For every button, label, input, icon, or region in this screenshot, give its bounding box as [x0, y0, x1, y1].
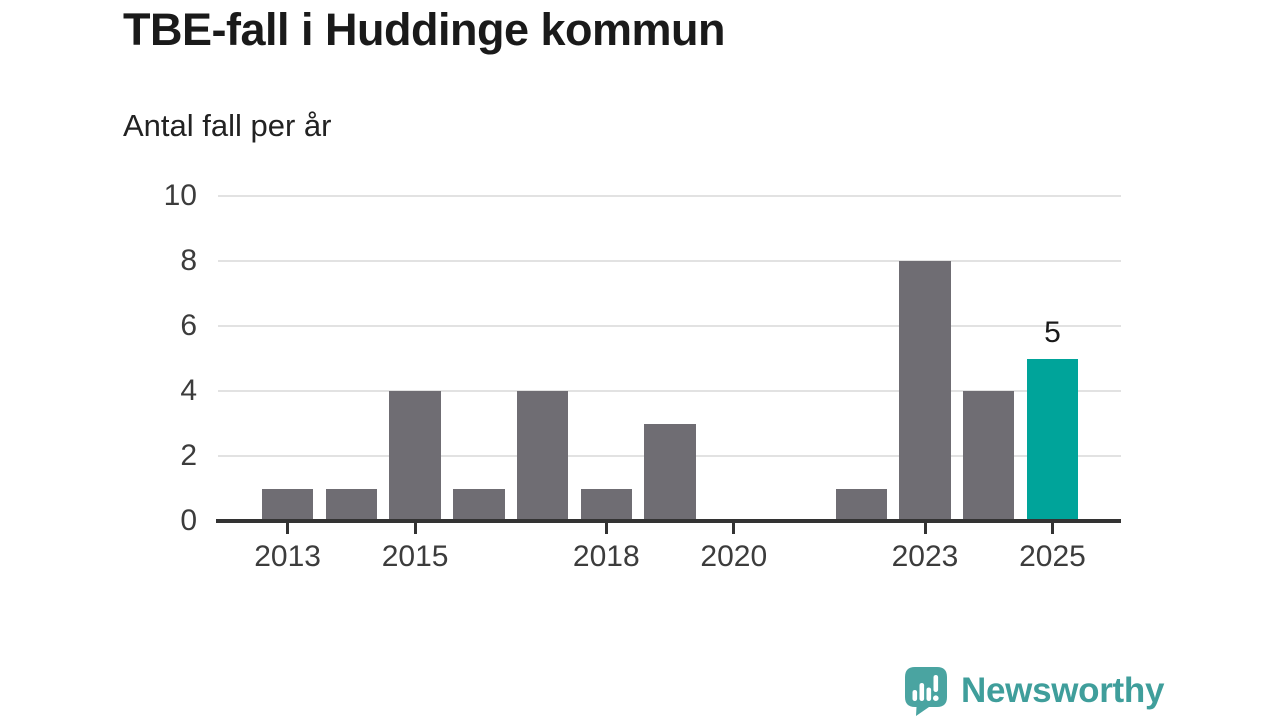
x-tick-label: 2023 [891, 540, 959, 573]
gridline [218, 325, 1121, 327]
x-tick-label: 2025 [1019, 540, 1086, 573]
y-axis-label: 2 [180, 439, 197, 472]
x-tick [413, 523, 417, 534]
x-tick [923, 523, 927, 534]
y-axis-label: 10 [163, 179, 197, 212]
gridline [218, 260, 1121, 262]
newsworthy-attribution: Newsworthy [903, 666, 1164, 716]
x-tick [732, 523, 736, 534]
x-tick-label: 2020 [700, 540, 768, 573]
x-tick [286, 523, 290, 534]
chart-title: TBE-fall i Huddinge kommun [123, 4, 726, 55]
bar-2017 [516, 391, 569, 521]
x-tick [604, 523, 608, 534]
newsworthy-logo-text: Newsworthy [961, 671, 1165, 710]
gridline [218, 195, 1121, 197]
bar-2013 [261, 488, 314, 521]
y-axis-label: 4 [180, 374, 197, 407]
x-tick-label: 2015 [381, 540, 449, 573]
bar-2014 [325, 488, 378, 521]
x-axis-line [216, 519, 1121, 523]
bar-2023 [899, 261, 951, 521]
bar-2018 [580, 488, 633, 521]
x-tick-label: 2018 [572, 540, 640, 573]
x-tick [1050, 523, 1054, 534]
bar-2022 [835, 488, 887, 521]
bar-2016 [453, 488, 505, 521]
y-axis-label: 6 [180, 309, 197, 342]
bar-2024 [962, 391, 1015, 521]
gridline [218, 390, 1121, 392]
x-tick-label: 2013 [254, 540, 321, 573]
newsworthy-logo-icon [905, 667, 947, 716]
y-axis-label: 0 [180, 504, 197, 537]
bar-2025 [1026, 358, 1079, 521]
bar-value-label: 5 [1044, 315, 1061, 349]
chart-subtitle: Antal fall per år [123, 108, 332, 143]
y-axis-label: 8 [180, 244, 197, 277]
bar-2019 [644, 423, 696, 521]
bar-2015 [389, 391, 441, 521]
